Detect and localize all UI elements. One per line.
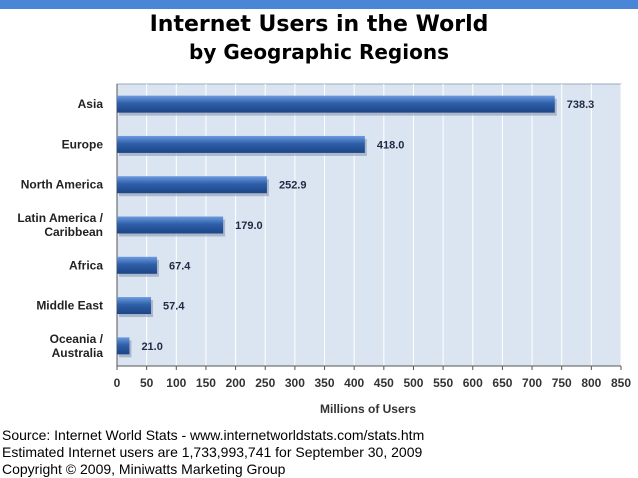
bar <box>117 297 152 315</box>
category-label: Latin America / Caribbean <box>17 211 103 239</box>
x-tick-label: 600 <box>463 376 483 390</box>
category-label: Africa <box>69 258 103 272</box>
x-tick-label: 800 <box>581 376 601 390</box>
bar <box>117 176 267 194</box>
data-label: 418.0 <box>377 139 405 151</box>
x-tick-label: 150 <box>196 376 216 390</box>
category-label: Europe <box>62 137 104 151</box>
x-tick-label: 450 <box>374 376 394 390</box>
footer-source: Source: Internet World Stats - www.inter… <box>2 427 425 443</box>
category-label: Oceania / Australia <box>50 332 104 360</box>
bar <box>117 95 555 113</box>
x-axis-title: Millions of Users <box>320 402 416 416</box>
x-tick-label: 650 <box>492 376 512 390</box>
top-accent-band <box>0 0 638 9</box>
data-label: 252.9 <box>279 180 307 192</box>
x-tick-label: 250 <box>255 376 275 390</box>
data-label: 67.4 <box>169 260 191 272</box>
chart-subtitle: by Geographic Regions <box>189 40 449 64</box>
data-label: 21.0 <box>141 341 162 353</box>
x-tick-label: 350 <box>315 376 335 390</box>
x-tick-label: 100 <box>166 376 186 390</box>
data-label: 738.3 <box>567 99 595 111</box>
data-label: 179.0 <box>235 220 263 232</box>
x-tick-label: 400 <box>344 376 364 390</box>
x-tick-label: 500 <box>403 376 423 390</box>
category-label: Middle East <box>36 299 103 313</box>
bar <box>117 337 130 355</box>
x-tick-label: 0 <box>114 376 121 390</box>
bar-chart: 0 50 100 150 200 250 300 350 400 450 500 550 600 650 7… <box>17 83 631 416</box>
x-tick-label: 850 <box>611 376 631 390</box>
x-tick-label: 750 <box>552 376 572 390</box>
category-label: North America <box>21 178 104 192</box>
x-tick-label: 550 <box>433 376 453 390</box>
x-tick-label: 50 <box>140 376 154 390</box>
bar <box>117 256 157 274</box>
chart-title: Internet Users in the World <box>149 12 489 37</box>
x-tick-label: 700 <box>522 376 542 390</box>
bar <box>117 135 365 153</box>
footer-copyright: Copyright © 2009, Miniwatts Marketing Gr… <box>2 461 286 477</box>
x-tick-label: 200 <box>226 376 246 390</box>
data-label: 57.4 <box>163 301 185 313</box>
footer-estimate: Estimated Internet users are 1,733,993,7… <box>2 444 423 460</box>
bar <box>117 216 224 234</box>
x-tick-label: 300 <box>285 376 305 390</box>
category-label: Asia <box>78 97 104 111</box>
